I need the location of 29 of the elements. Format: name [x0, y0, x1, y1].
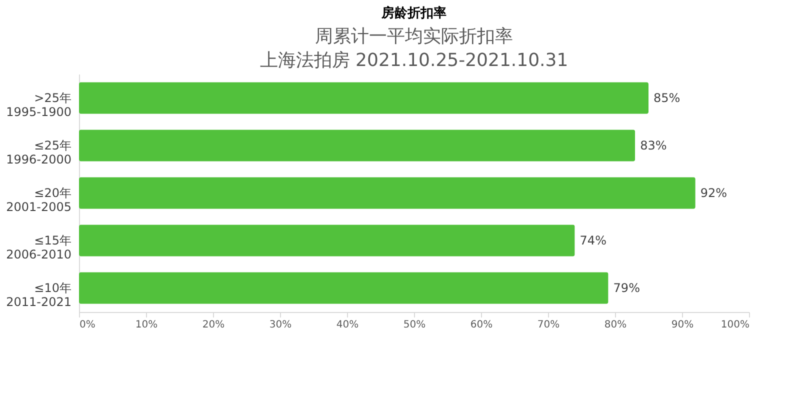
- data-label: 85%: [654, 90, 680, 105]
- x-tick-label: 20%: [202, 320, 225, 330]
- y-tick-label: ≤15年 2006-2010: [6, 234, 72, 262]
- x-tick-label: 70%: [537, 320, 560, 330]
- text: 房龄折扣率: [380, 5, 446, 21]
- data-label: 74%: [580, 234, 606, 248]
- x-tick-label: 60%: [470, 320, 493, 330]
- x-tick-label: 30%: [269, 320, 292, 330]
- chart-title: 周累计一平均实际折扣率: [315, 26, 513, 47]
- x-tick-label: 0%: [80, 320, 96, 330]
- x-tick-label: 50%: [403, 320, 426, 330]
- data-label: 83%: [640, 138, 667, 152]
- chart-subtitle: 上海法拍房 2021.10.25-2021.10.31: [260, 50, 568, 71]
- bar: [79, 177, 696, 209]
- bar: [79, 272, 608, 304]
- y-tick-label: ≤10年 2011-2021: [6, 281, 72, 310]
- y-tick-label: >25年 1995-1900: [6, 90, 72, 119]
- y-tick-label: ≤20年 2001-2005: [6, 186, 72, 214]
- data-label: 92%: [700, 186, 728, 200]
- x-tick-label: 10%: [135, 320, 158, 330]
- x-tick-label: 90%: [671, 320, 694, 330]
- x-tick-label: 80%: [604, 320, 627, 330]
- data-label: 79%: [613, 281, 640, 296]
- bar: [79, 82, 648, 114]
- bar: [79, 130, 636, 162]
- y-tick-label: ≤25年 1996-2000: [6, 138, 72, 166]
- x-tick-label: 40%: [336, 320, 359, 330]
- x-tick-label: 100%: [720, 320, 750, 330]
- bar: [79, 224, 575, 256]
